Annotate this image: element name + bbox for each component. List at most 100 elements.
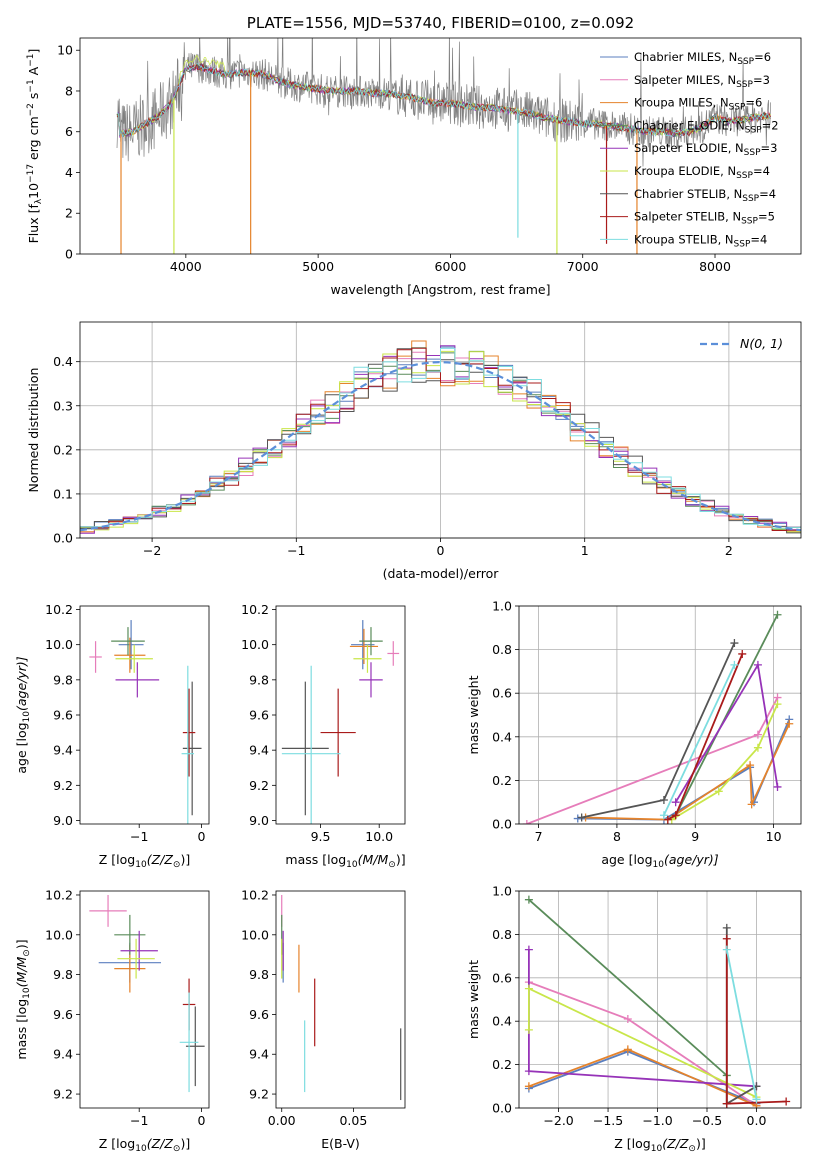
x-tick-label: 4000 bbox=[170, 259, 202, 274]
weight-marker bbox=[747, 800, 756, 809]
label-part: Z [log bbox=[99, 852, 135, 867]
label-part: Kroupa STELIB, N bbox=[634, 232, 734, 246]
label-part: Chabrier ELODIE, N bbox=[634, 118, 745, 132]
x-tick-label: −1.0 bbox=[642, 1113, 672, 1128]
y-tick-label: 0.3 bbox=[53, 398, 73, 413]
x-tick-label: 9 bbox=[691, 829, 699, 844]
y-tick-label: 0.2 bbox=[492, 773, 512, 788]
y-tick-label: 0.0 bbox=[53, 531, 73, 546]
weight-marker bbox=[722, 923, 731, 932]
x-tick-label: −2.0 bbox=[543, 1113, 573, 1128]
label-part: Kroupa ELODIE, N bbox=[634, 164, 736, 178]
label-part: SSP bbox=[742, 194, 759, 204]
label-part: Z [log bbox=[614, 1136, 650, 1151]
y-tick-label: 9.4 bbox=[53, 743, 73, 758]
label-part: =3 bbox=[753, 73, 770, 87]
data-spectrum-line bbox=[116, 38, 771, 167]
y-tick-label: 2 bbox=[65, 206, 73, 221]
weight-marker bbox=[730, 660, 739, 669]
plot-area bbox=[522, 610, 794, 824]
weight-marker bbox=[782, 1097, 791, 1106]
label-part: (M/M bbox=[358, 852, 389, 867]
y-tick-label: 0.0 bbox=[492, 817, 512, 832]
model-spectrum-kroupa_stelib bbox=[116, 63, 771, 138]
legend-entry: Salpeter MILES, NSSP=3 bbox=[634, 73, 770, 90]
axes-weight_vs_Z: −2.0 −1.5 −1.0 −0.5 0.0 0.0 0.2 0.4 0.6 0.8 1.0 Z [… bbox=[466, 884, 802, 1154]
y-tick-label: 0.6 bbox=[492, 686, 512, 701]
x-tick-label: −1 bbox=[130, 1113, 148, 1128]
weight-marker bbox=[753, 743, 762, 752]
label-part: ⊙ bbox=[688, 1144, 696, 1154]
y-tick-label: 0.8 bbox=[492, 642, 512, 657]
label-part: mass [log bbox=[14, 999, 29, 1060]
x-axis-label: E(B-V) bbox=[321, 1136, 360, 1151]
x-tick-label: 7000 bbox=[567, 259, 599, 274]
y-axis-label: Normed distribution bbox=[26, 368, 41, 493]
y-tick-label: 10.0 bbox=[45, 927, 73, 942]
y-tick-label: 9.6 bbox=[249, 1007, 269, 1022]
x-tick-label: −2 bbox=[143, 543, 161, 558]
label-part: =3 bbox=[761, 141, 778, 155]
y-tick-label: 1.0 bbox=[492, 884, 512, 899]
legend-entry: Kroupa ELODIE, NSSP=4 bbox=[634, 164, 770, 181]
label-part: )] bbox=[180, 852, 190, 867]
y-tick-label: 0.2 bbox=[53, 442, 73, 457]
label-part: Chabrier STELIB, N bbox=[634, 187, 742, 201]
legend-entry: Salpeter ELODIE, NSSP=3 bbox=[634, 141, 777, 158]
x-tick-label: 10 bbox=[766, 829, 782, 844]
weight-marker bbox=[714, 787, 723, 796]
weight-marker bbox=[773, 610, 782, 619]
plot-area bbox=[89, 894, 205, 1093]
axes-frame bbox=[518, 890, 802, 1109]
weight-marker bbox=[522, 820, 531, 824]
label-part: SSP bbox=[729, 103, 746, 113]
weight-marker bbox=[773, 700, 782, 709]
label-part: (age/yr)] bbox=[664, 852, 719, 867]
label-part: Kroupa MILES, N bbox=[634, 96, 729, 110]
plot-area bbox=[281, 620, 400, 824]
x-axis-label: mass [log10(M/M⊙)] bbox=[285, 852, 405, 870]
y-tick-label: 0.1 bbox=[53, 486, 73, 501]
label-part: 10 bbox=[22, 987, 32, 999]
label-part: 10 bbox=[346, 860, 358, 870]
axes-frame bbox=[275, 605, 406, 825]
x-tick-label: 0.00 bbox=[268, 1113, 296, 1128]
y-tick-label: 9.8 bbox=[53, 672, 73, 687]
axes-frame bbox=[79, 321, 802, 539]
weight-marker bbox=[524, 1025, 533, 1034]
plot-area bbox=[89, 620, 202, 824]
x-tick-label: 0.05 bbox=[339, 1113, 367, 1128]
weight-marker bbox=[722, 934, 731, 943]
legend-entry: Chabrier MILES, NSSP=6 bbox=[634, 50, 771, 67]
legend-entry: Salpeter STELIB, NSSP=5 bbox=[634, 210, 775, 227]
weight-marker bbox=[671, 798, 680, 807]
y-tick-label: 10.2 bbox=[241, 887, 269, 902]
label-part: SSP bbox=[745, 125, 762, 135]
y-tick-label: 9.2 bbox=[53, 1087, 73, 1102]
x-tick-label: 2 bbox=[725, 543, 733, 558]
y-tick-label: 9.0 bbox=[53, 813, 73, 828]
label-part: (M/M bbox=[14, 957, 29, 988]
axes-spectrum: 4000 5000 6000 7000 8000 0 2 4 6 8 10 wavelength [A… bbox=[26, 14, 802, 297]
weight-marker bbox=[573, 814, 582, 823]
axes-mass_vs_ebv: 0.00 0.05 9.2 9.4 9.6 9.8 10.0 10.2 E(B-V) bbox=[241, 887, 406, 1151]
label-part: =2 bbox=[762, 118, 779, 132]
axes-frame bbox=[518, 605, 802, 825]
y-tick-label: 0.4 bbox=[53, 354, 73, 369]
label-part: =6 bbox=[745, 96, 762, 110]
label-part: 10 bbox=[135, 1144, 147, 1154]
y-tick-label: 10 bbox=[57, 43, 73, 58]
y-axis-label: mass weight bbox=[466, 675, 481, 754]
plot-area bbox=[281, 894, 402, 1101]
label-part: ⊙ bbox=[173, 1144, 181, 1154]
label-part: −2 bbox=[26, 103, 36, 116]
legend-entry: Chabrier ELODIE, NSSP=2 bbox=[634, 118, 779, 135]
legend-entry: Kroupa STELIB, NSSP=4 bbox=[634, 232, 767, 249]
y-tick-label: 9.0 bbox=[249, 813, 269, 828]
weight-marker bbox=[752, 1095, 761, 1104]
label-part: =4 bbox=[753, 164, 770, 178]
axes-frame bbox=[79, 605, 210, 825]
weight-marker bbox=[738, 649, 747, 658]
x-tick-label: 10.0 bbox=[365, 829, 393, 844]
